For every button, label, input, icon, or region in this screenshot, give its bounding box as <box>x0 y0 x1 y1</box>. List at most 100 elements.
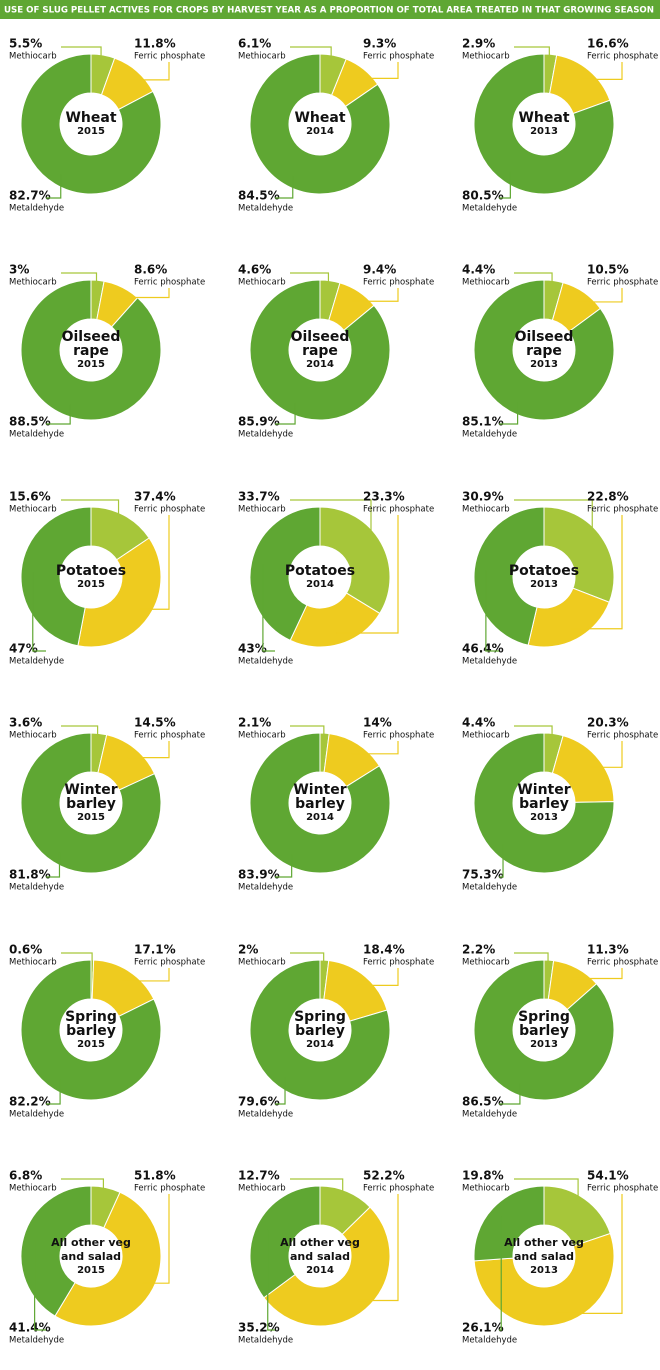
slice-value-label: 20.3% <box>587 716 629 730</box>
slice-name-label: Ferric phosphate <box>363 52 434 62</box>
leader-line <box>46 1079 61 1105</box>
leader-line <box>290 952 325 972</box>
leader-line <box>275 175 294 199</box>
center-title: Spring <box>65 1009 117 1025</box>
slice-value-label: 82.7% <box>9 189 51 203</box>
slice-name-label: Methiocarb <box>462 52 510 62</box>
slice-value-label: 6.8% <box>9 1169 42 1183</box>
center-title: Potatoes <box>509 563 579 579</box>
center-title: barley <box>519 1023 569 1039</box>
leader-line <box>499 402 519 425</box>
center-title: Potatoes <box>285 563 355 579</box>
slice-name-label: Methiocarb <box>238 278 286 288</box>
donut-hole <box>513 546 575 608</box>
leader-line <box>61 725 99 745</box>
slice-value-label: 14.5% <box>134 716 176 730</box>
slice-name-label: Ferric phosphate <box>363 278 434 288</box>
slice-name-label: Ferric phosphate <box>134 731 205 741</box>
slice-value-label: 6.1% <box>238 37 271 51</box>
slice-name-label: Ferric phosphate <box>587 958 658 968</box>
leader-line <box>275 1076 286 1105</box>
slice-name-label: Ferric phosphate <box>587 52 658 62</box>
center-year: 2014 <box>306 359 334 370</box>
center-title: Spring <box>518 1009 570 1025</box>
center-year: 2013 <box>530 812 558 823</box>
center-title: and salad <box>290 1250 350 1263</box>
slice-name-label: Metaldehyde <box>462 1110 517 1120</box>
donut-slice <box>249 53 391 195</box>
slice-name-label: Ferric phosphate <box>587 731 658 741</box>
leader-line <box>514 272 553 293</box>
leader-line <box>571 515 623 630</box>
slice-name-label: Metaldehyde <box>9 883 64 893</box>
leader-line <box>46 404 71 425</box>
center-title: Oilseed <box>291 329 350 345</box>
slice-name-label: Methiocarb <box>9 505 57 515</box>
slice-value-label: 8.6% <box>134 263 167 277</box>
slice-value-label: 23.3% <box>363 490 405 504</box>
center-year: 2014 <box>306 812 334 823</box>
leader-line <box>499 844 504 878</box>
leader-line <box>514 952 549 972</box>
slice-value-label: 11.8% <box>134 37 176 51</box>
slice-value-label: 82.2% <box>9 1095 51 1109</box>
slice-value-label: 86.5% <box>462 1095 504 1109</box>
donut-hole <box>513 319 575 381</box>
slice-name-label: Methiocarb <box>462 731 510 741</box>
leader-line <box>290 499 372 549</box>
leader-line <box>262 564 275 652</box>
slice-name-label: Methiocarb <box>9 1184 57 1194</box>
leader-line <box>122 968 170 982</box>
donut-hole <box>513 772 575 834</box>
slice-name-label: Methiocarb <box>9 731 57 741</box>
slice-value-label: 51.8% <box>134 1169 176 1183</box>
slice-name-label: Methiocarb <box>238 52 286 62</box>
slice-name-label: Methiocarb <box>238 958 286 968</box>
center-title: rape <box>73 343 109 359</box>
donut-hole <box>60 1225 122 1287</box>
center-title: Potatoes <box>56 563 126 579</box>
slice-name-label: Ferric phosphate <box>587 278 658 288</box>
leader-line <box>514 46 550 66</box>
leader-line <box>581 62 623 80</box>
center-title: Winter <box>293 782 346 798</box>
donut-hole <box>513 999 575 1061</box>
center-title: All other veg <box>504 1236 584 1249</box>
slice-value-label: 3% <box>9 263 29 277</box>
slice-value-label: 35.2% <box>238 1321 280 1335</box>
leader-line <box>499 1216 502 1331</box>
slice-name-label: Methiocarb <box>462 505 510 515</box>
center-title: Winter <box>517 782 570 798</box>
center-title: Oilseed <box>62 329 121 345</box>
slice-name-label: Metaldehyde <box>9 1336 64 1346</box>
slice-value-label: 11.3% <box>587 943 629 957</box>
donut-hole <box>289 319 351 381</box>
leader-line <box>351 741 399 755</box>
slice-value-label: 26.1% <box>462 1321 504 1335</box>
slice-value-label: 2.1% <box>238 716 271 730</box>
leader-line <box>142 1194 170 1284</box>
slice-value-label: 9.3% <box>363 37 396 51</box>
leader-line <box>577 288 623 303</box>
slice-name-label: Ferric phosphate <box>363 505 434 515</box>
slice-value-label: 88.5% <box>9 415 51 429</box>
leader-line <box>352 288 399 302</box>
slice-value-label: 4.6% <box>238 263 271 277</box>
donut-hole <box>60 999 122 1061</box>
slice-value-label: 9.4% <box>363 263 396 277</box>
center-year: 2015 <box>77 1265 105 1276</box>
center-year: 2015 <box>77 579 105 590</box>
leader-line <box>46 174 62 199</box>
slice-name-label: Ferric phosphate <box>363 958 434 968</box>
center-title: barley <box>66 796 116 812</box>
slice-name-label: Ferric phosphate <box>587 1184 658 1194</box>
center-year: 2013 <box>530 1039 558 1050</box>
slice-name-label: Ferric phosphate <box>134 505 205 515</box>
slice-value-label: 54.1% <box>587 1169 629 1183</box>
donut-hole <box>60 93 122 155</box>
slice-value-label: 0.6% <box>9 943 42 957</box>
leader-line <box>127 741 170 759</box>
slice-name-label: Metaldehyde <box>238 883 293 893</box>
center-title: barley <box>519 796 569 812</box>
leader-line <box>61 1178 105 1199</box>
